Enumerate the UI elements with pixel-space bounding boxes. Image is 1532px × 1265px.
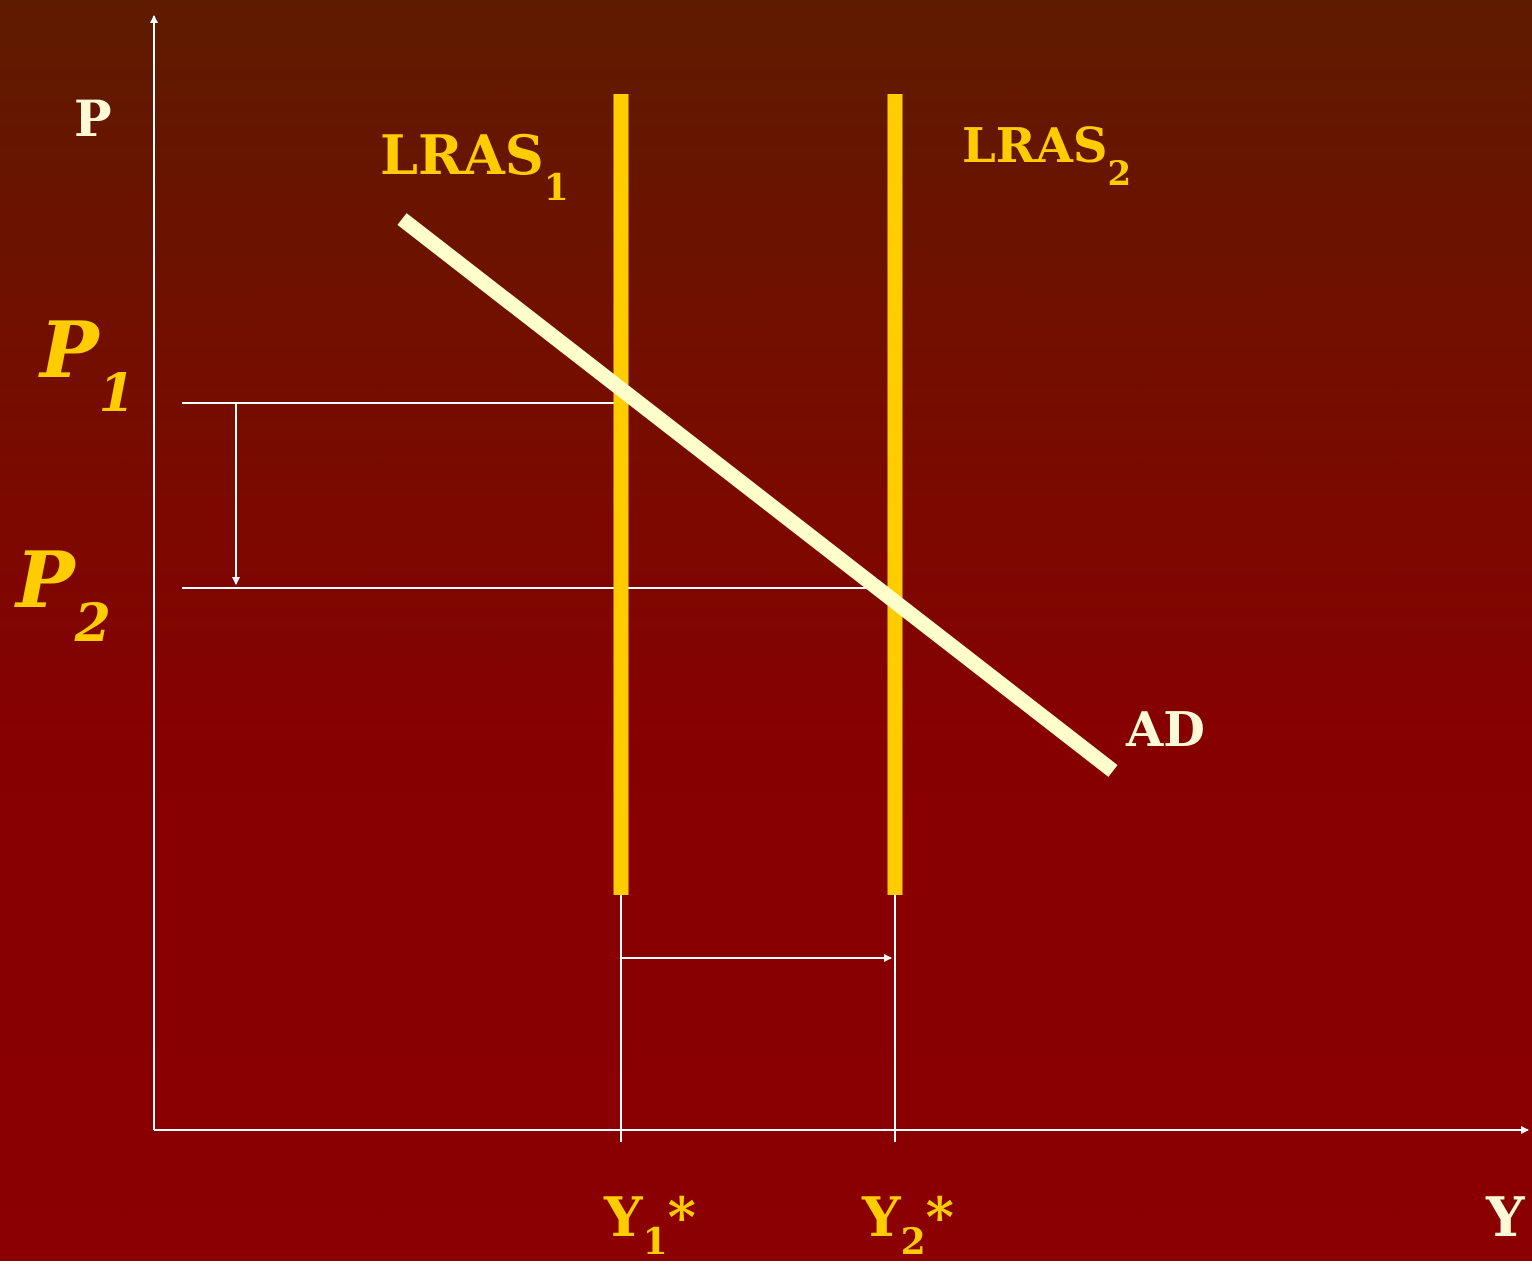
- p1-label: P1: [38, 305, 135, 424]
- p1-subscript: 1: [99, 363, 135, 424]
- y2-subscript: 2: [901, 1221, 926, 1261]
- y2-star: *: [926, 1185, 954, 1249]
- y1-subscript: 1: [643, 1221, 668, 1261]
- y1-label: Y1*: [603, 1185, 696, 1261]
- p2-label: P2: [14, 535, 111, 654]
- lras1-subscript: 1: [544, 167, 569, 209]
- p2-subscript: 2: [74, 593, 111, 654]
- x-axis-label: Y: [1485, 1185, 1526, 1249]
- lras1-label: LRAS1: [380, 123, 569, 209]
- lras2-subscript: 2: [1108, 154, 1132, 194]
- ad-label: AD: [1125, 702, 1205, 758]
- y1-star: *: [668, 1185, 696, 1249]
- y-axis-label: P: [74, 89, 112, 148]
- ad-curve: [397, 213, 1118, 777]
- lras2-label: LRAS2: [962, 118, 1131, 194]
- y2-label: Y2*: [861, 1185, 954, 1261]
